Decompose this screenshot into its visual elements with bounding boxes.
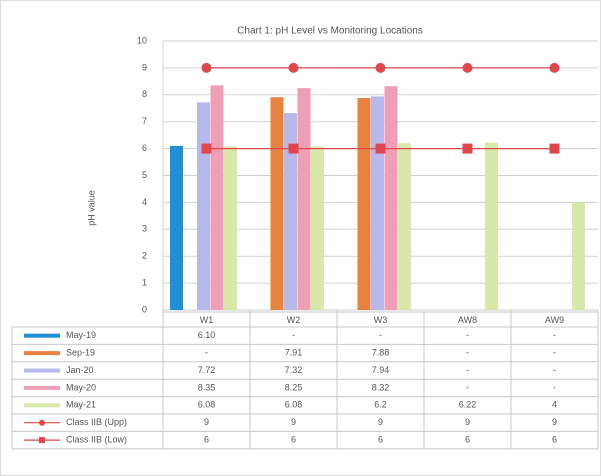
line-marker [549, 62, 560, 73]
legend-key [24, 385, 60, 390]
table-value: 6 [552, 434, 557, 444]
y-tick-label: 7 [142, 116, 147, 126]
line-marker [375, 143, 386, 154]
legend-label: May-20 [66, 382, 96, 392]
table-value: - [553, 330, 556, 340]
table-value: 9 [378, 417, 383, 427]
y-tick-label: 6 [142, 143, 147, 153]
table-value: - [553, 347, 556, 357]
chart-title: Chart 1: pH Level vs Monitoring Location… [237, 26, 423, 37]
table-value: - [466, 365, 469, 375]
table-value: - [466, 330, 469, 340]
table-value: 8.35 [198, 382, 216, 392]
table-value: 6.2 [374, 400, 387, 410]
y-axis-label: pH value [86, 190, 96, 226]
table-value: 7.88 [372, 347, 390, 357]
table-value: 7.72 [198, 365, 216, 375]
legend-label: Jan-20 [66, 365, 94, 375]
bar [297, 88, 311, 310]
bar [485, 142, 498, 310]
legend-label: May-21 [66, 400, 96, 410]
legend-label: Class IIB (Low) [66, 434, 127, 444]
bar [572, 202, 585, 310]
table-value: 6 [204, 434, 209, 444]
legend-key-marker [39, 437, 45, 444]
bar [357, 98, 371, 310]
legend-label: Sep-19 [66, 347, 95, 357]
bar [371, 96, 384, 310]
table-value: - [205, 347, 208, 357]
legend-key [24, 368, 60, 373]
table-value: 7.91 [285, 347, 303, 357]
y-tick-label: 8 [142, 89, 147, 99]
y-tick-label: 2 [142, 251, 147, 261]
table-value: - [292, 330, 295, 340]
line-marker [462, 143, 473, 154]
table-value: 6.08 [285, 400, 303, 410]
bar [398, 143, 411, 310]
line-marker [288, 62, 299, 73]
table-value: 6 [291, 434, 296, 444]
table-value: 6.22 [459, 400, 477, 410]
x-tick-label: AW8 [458, 315, 477, 325]
x-tick-label: W2 [287, 315, 301, 325]
bar [311, 146, 324, 310]
table-value: - [553, 382, 556, 392]
table-value: - [553, 365, 556, 375]
legend-key [24, 333, 60, 338]
table-value: 9 [465, 417, 470, 427]
x-tick-label: W1 [200, 315, 214, 325]
table-value: - [466, 382, 469, 392]
bar [197, 102, 210, 310]
line-marker [375, 62, 386, 73]
line-marker [201, 143, 212, 154]
legend-key [24, 351, 60, 356]
bar [384, 86, 398, 310]
table-value: 7.94 [372, 365, 390, 375]
line-marker [462, 62, 473, 73]
table-value: - [379, 330, 382, 340]
table-value: 6 [378, 434, 383, 444]
y-tick-label: 10 [137, 35, 147, 45]
table-value: 8.32 [372, 382, 390, 392]
x-tick-label: AW9 [545, 315, 564, 325]
table-value: 8.25 [285, 382, 303, 392]
line-marker [201, 62, 212, 73]
y-tick-label: 3 [142, 224, 147, 234]
table-value: - [466, 347, 469, 357]
bar [170, 145, 183, 310]
table-value: 4 [552, 400, 557, 410]
legend-key [24, 403, 60, 408]
legend-key-marker [39, 419, 45, 426]
table-value: 7.32 [285, 365, 303, 375]
y-tick-label: 0 [142, 304, 147, 314]
y-tick-label: 9 [142, 62, 147, 72]
bar [224, 146, 237, 310]
bar [284, 113, 297, 310]
table-value: 9 [204, 417, 209, 427]
table-value: 9 [291, 417, 296, 427]
table-value: 6.10 [198, 330, 216, 340]
y-tick-label: 4 [142, 197, 147, 207]
legend-label: Class IIB (Upp) [66, 417, 127, 427]
bar [210, 85, 224, 310]
line-marker [549, 143, 560, 154]
x-tick-label: W3 [374, 315, 388, 325]
legend-label: May-19 [66, 330, 96, 340]
y-tick-label: 5 [142, 170, 147, 180]
line-marker [288, 143, 299, 154]
table-value: 6.08 [198, 400, 216, 410]
table-value: 6 [465, 434, 470, 444]
y-tick-label: 1 [142, 277, 147, 287]
bar [270, 97, 284, 310]
table-value: 9 [552, 417, 557, 427]
